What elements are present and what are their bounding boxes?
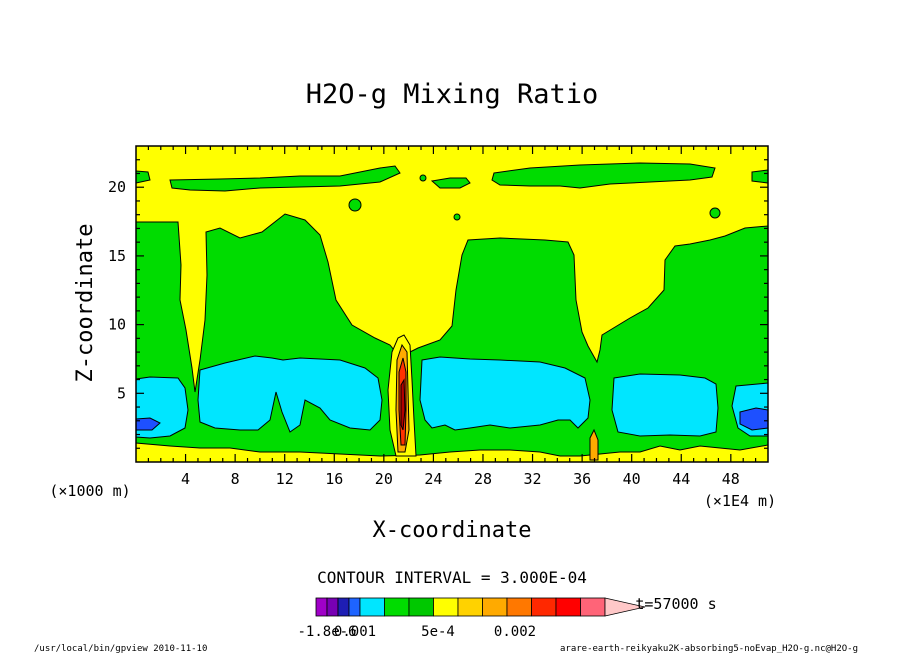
x-axis-title: X-coordinate bbox=[373, 518, 532, 543]
contour-interval-note: CONTOUR INTERVAL = 3.000E-04 bbox=[317, 568, 587, 587]
x-unit-right: (×1E4 m) bbox=[704, 492, 776, 510]
contour-blob-d bbox=[419, 174, 427, 182]
x-tick-label: 40 bbox=[623, 470, 641, 488]
contour-region-green-upper-band2 bbox=[430, 177, 471, 189]
contour-region-green-upper-band1 bbox=[169, 165, 401, 192]
colorbar-swatch bbox=[580, 597, 606, 617]
contour-blob-a bbox=[348, 198, 362, 212]
contour-region-cyan-right bbox=[611, 373, 719, 437]
colorbar-swatch bbox=[408, 597, 434, 617]
colorbar-label-001: 0.001 bbox=[334, 624, 376, 640]
chart-title: H2O-g Mixing Ratio bbox=[306, 79, 599, 110]
colorbar-swatch bbox=[482, 597, 508, 617]
contour-region-small-plume bbox=[589, 428, 599, 461]
colorbar-swatch bbox=[337, 597, 350, 617]
colorbar-label-002: 0.002 bbox=[494, 624, 536, 640]
x-tick-label: 32 bbox=[524, 470, 542, 488]
contour-blob-c bbox=[453, 213, 461, 221]
x-tick-label: 28 bbox=[474, 470, 492, 488]
contour-region-green-upper-right bbox=[751, 169, 769, 184]
x-tick-label: 4 bbox=[181, 470, 190, 488]
x-tick-label: 16 bbox=[325, 470, 343, 488]
contour-region-green-upper-band3 bbox=[491, 162, 716, 189]
x-tick-label: 36 bbox=[573, 470, 591, 488]
x-tick-label: 48 bbox=[722, 470, 740, 488]
colorbar-swatch bbox=[506, 597, 532, 617]
colorbar-swatch bbox=[359, 597, 385, 617]
colorbar-swatch bbox=[315, 597, 328, 617]
y-tick-label: 10 bbox=[108, 316, 126, 334]
colorbar-swatch bbox=[555, 597, 581, 617]
x-tick-label: 24 bbox=[424, 470, 442, 488]
colorbar bbox=[315, 597, 646, 617]
plot-frame bbox=[135, 145, 769, 463]
contour-region-cyan-center-right bbox=[419, 356, 591, 431]
colorbar-label-5e4: 5e-4 bbox=[421, 624, 455, 640]
x-tick-label: 44 bbox=[672, 470, 690, 488]
colorbar-swatch bbox=[433, 597, 459, 617]
colorbar-label-min: -1.8e-6 bbox=[297, 624, 356, 640]
colorbar-swatch bbox=[531, 597, 557, 617]
footer-left: /usr/local/bin/gpview 2010-11-10 bbox=[34, 644, 207, 654]
colorbar-swatch bbox=[326, 597, 339, 617]
y-tick-label: 20 bbox=[108, 178, 126, 196]
colorbar-swatch bbox=[348, 597, 361, 617]
y-tick-label: 15 bbox=[108, 247, 126, 265]
x-tick-label: 12 bbox=[276, 470, 294, 488]
contour-blob-b bbox=[709, 207, 721, 219]
x-tick-label: 8 bbox=[231, 470, 240, 488]
y-tick-label: 5 bbox=[117, 384, 126, 402]
y-axis-title: Z-coordinate bbox=[73, 224, 98, 383]
plot-area bbox=[135, 145, 769, 463]
colorbar-time-label: t=57000 s bbox=[635, 595, 716, 613]
x-unit-left: (×1000 m) bbox=[49, 482, 130, 500]
colorbar-swatch bbox=[384, 597, 410, 617]
footer-right: arare-earth-reikyaku2K-absorbing5-noEvap… bbox=[560, 644, 858, 654]
contour-region-cyan-center-left bbox=[197, 355, 383, 433]
colorbar-extend-arrow bbox=[604, 597, 646, 617]
contour-region-plume-core bbox=[400, 378, 406, 431]
x-tick-label: 20 bbox=[375, 470, 393, 488]
colorbar-swatch bbox=[457, 597, 483, 617]
